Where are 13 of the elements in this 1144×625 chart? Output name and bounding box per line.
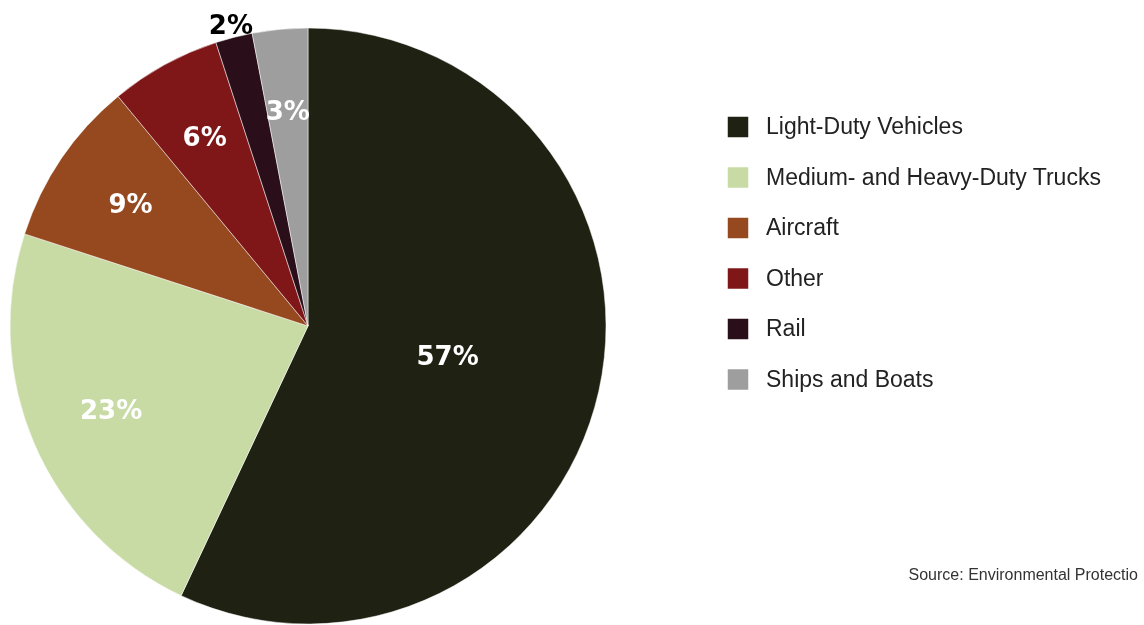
data-label: 57% bbox=[416, 341, 479, 372]
legend-label: Light-Duty Vehicles bbox=[766, 113, 963, 139]
data-label: 2% bbox=[208, 9, 253, 40]
data-label: 23% bbox=[79, 395, 143, 426]
data-label: 9% bbox=[108, 189, 153, 220]
legend-label: Medium- and Heavy-Duty Trucks bbox=[766, 163, 1101, 190]
legend-label: Aircraft bbox=[766, 214, 840, 240]
legend-label: Ships and Boats bbox=[766, 365, 934, 392]
source-note: Source: Environmental Protectio bbox=[908, 566, 1139, 583]
legend-label: Rail bbox=[766, 315, 806, 341]
data-label: 3% bbox=[265, 96, 310, 127]
legend-label: Other bbox=[766, 264, 824, 291]
data-label: 6% bbox=[182, 121, 227, 152]
